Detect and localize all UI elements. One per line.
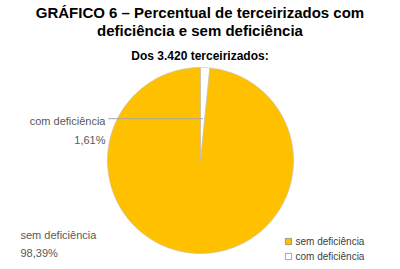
svg-text:com deficiência1,61%: com deficiência1,61% bbox=[30, 115, 107, 146]
svg-text:sem deficiência98,39%: sem deficiência98,39% bbox=[21, 229, 98, 260]
svg-text:com deficiência: com deficiência bbox=[296, 251, 365, 262]
svg-text:sem deficiência: sem deficiência bbox=[296, 236, 365, 247]
html-text:GRÁFICO 6 – Percentual de terc: GRÁFICO 6 – Percentual de terceirizados … bbox=[35, 4, 365, 39]
html-text:Dos 3.420 terceirizados:: Dos 3.420 terceirizados: bbox=[131, 49, 269, 63]
